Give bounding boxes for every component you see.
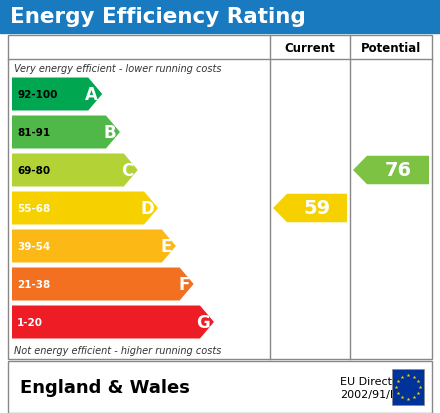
Bar bbox=[0, 0, 440, 34]
Text: D: D bbox=[140, 199, 154, 218]
Text: Not energy efficient - higher running costs: Not energy efficient - higher running co… bbox=[14, 345, 221, 355]
Text: E: E bbox=[161, 237, 172, 255]
Polygon shape bbox=[12, 154, 138, 187]
Polygon shape bbox=[12, 78, 102, 111]
Bar bbox=[8, 36, 432, 60]
Polygon shape bbox=[12, 306, 214, 339]
Text: 2002/91/EC: 2002/91/EC bbox=[340, 389, 405, 399]
Polygon shape bbox=[12, 192, 158, 225]
Text: F: F bbox=[178, 275, 190, 293]
Bar bbox=[8, 361, 432, 413]
Bar bbox=[8, 36, 432, 359]
Text: G: G bbox=[196, 313, 210, 331]
Text: 69-80: 69-80 bbox=[17, 166, 50, 176]
Text: C: C bbox=[121, 161, 134, 180]
Polygon shape bbox=[273, 194, 347, 223]
Text: 81-91: 81-91 bbox=[17, 128, 50, 138]
Text: B: B bbox=[103, 124, 116, 142]
Polygon shape bbox=[12, 230, 176, 263]
Text: 39-54: 39-54 bbox=[17, 242, 50, 252]
Text: 55-68: 55-68 bbox=[17, 204, 50, 214]
Text: 76: 76 bbox=[385, 161, 411, 180]
Bar bbox=[392, 369, 424, 405]
Text: England & Wales: England & Wales bbox=[20, 378, 190, 396]
Text: Energy Efficiency Rating: Energy Efficiency Rating bbox=[10, 7, 306, 27]
Polygon shape bbox=[353, 157, 429, 185]
Text: Current: Current bbox=[285, 41, 335, 55]
Text: EU Directive: EU Directive bbox=[340, 376, 409, 386]
Text: Very energy efficient - lower running costs: Very energy efficient - lower running co… bbox=[14, 64, 221, 74]
Text: 21-38: 21-38 bbox=[17, 279, 50, 289]
Text: A: A bbox=[85, 86, 98, 104]
Polygon shape bbox=[12, 268, 194, 301]
Text: 1-20: 1-20 bbox=[17, 317, 43, 327]
Text: 59: 59 bbox=[304, 199, 330, 218]
Text: Potential: Potential bbox=[361, 41, 421, 55]
Text: 92-100: 92-100 bbox=[17, 90, 57, 100]
Polygon shape bbox=[12, 116, 120, 149]
